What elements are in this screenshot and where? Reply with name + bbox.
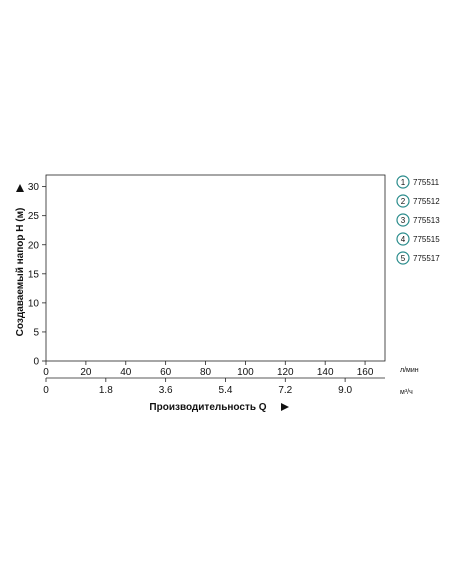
x-tick-label: 100 [237, 367, 254, 378]
y-tick-label: 25 [28, 211, 40, 222]
x-tick-label: 0 [43, 367, 49, 378]
legend-label-775513: 775513 [413, 216, 440, 225]
plot-frame [45, 174, 386, 362]
x-tick-label: 140 [317, 367, 334, 378]
y-tick-label: 20 [28, 240, 40, 251]
legend-marker-label-775513: 3 [401, 216, 406, 225]
y-tick-label: 10 [28, 298, 40, 309]
legend-label-775517: 775517 [413, 254, 440, 263]
x-tick-label: 60 [160, 367, 172, 378]
y-tick-label: 30 [28, 182, 40, 193]
x-tick-label: 40 [120, 367, 132, 378]
legend: 1 775511 2 775512 3 775513 4 775515 5 775517 [396, 175, 440, 265]
y-tick-label: 0 [33, 357, 39, 368]
legend-marker-775512 [396, 194, 410, 208]
legend-marker-label-775517: 5 [401, 254, 406, 263]
legend-label-775515: 775515 [413, 235, 440, 244]
x-tick-label: 80 [200, 367, 212, 378]
y-tick-label: 5 [33, 327, 39, 338]
legend-marker-label-775511: 1 [401, 178, 406, 187]
x-tick-label: 20 [80, 367, 92, 378]
x-axis-title: Производительность Q [149, 402, 266, 413]
legend-label-775511: 775511 [413, 178, 440, 187]
x2-tick-label: 0 [43, 385, 49, 396]
x-tick-label: 160 [357, 367, 374, 378]
legend-marker-775513 [396, 213, 410, 227]
legend-marker-label-775515: 4 [401, 235, 406, 244]
x-axis-arrow-icon [281, 403, 289, 411]
y-axis-title: Создаваемый напор H (м) [15, 208, 26, 337]
x2-tick-label: 9.0 [338, 385, 352, 396]
x2-tick-label: 5.4 [219, 385, 233, 396]
legend-marker-775511 [396, 175, 410, 189]
y-tick-label: 15 [28, 269, 40, 280]
x2-tick-label: 1.8 [99, 385, 113, 396]
legend-label-775512: 775512 [413, 197, 440, 206]
legend-marker-label-775512: 2 [401, 197, 406, 206]
y-axis-arrow-icon [16, 184, 24, 192]
x-unit-label: л/мин [400, 367, 419, 374]
x2-tick-label: 7.2 [278, 385, 292, 396]
x-tick-label: 120 [277, 367, 294, 378]
legend-marker-775515 [396, 232, 410, 246]
legend-marker-775517 [396, 251, 410, 265]
x2-tick-label: 3.6 [159, 385, 173, 396]
x2-unit-label: м³/ч [400, 389, 413, 396]
